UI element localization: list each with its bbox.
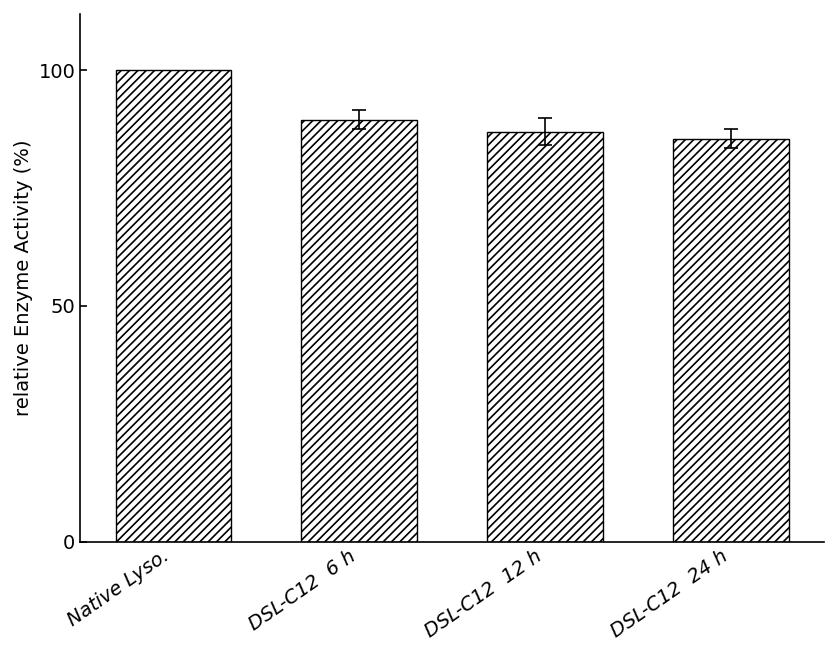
Y-axis label: relative Enzyme Activity (%): relative Enzyme Activity (%) bbox=[14, 140, 33, 416]
Bar bbox=[116, 71, 230, 542]
Bar bbox=[302, 120, 416, 542]
Bar bbox=[674, 139, 789, 542]
Bar bbox=[488, 132, 603, 542]
